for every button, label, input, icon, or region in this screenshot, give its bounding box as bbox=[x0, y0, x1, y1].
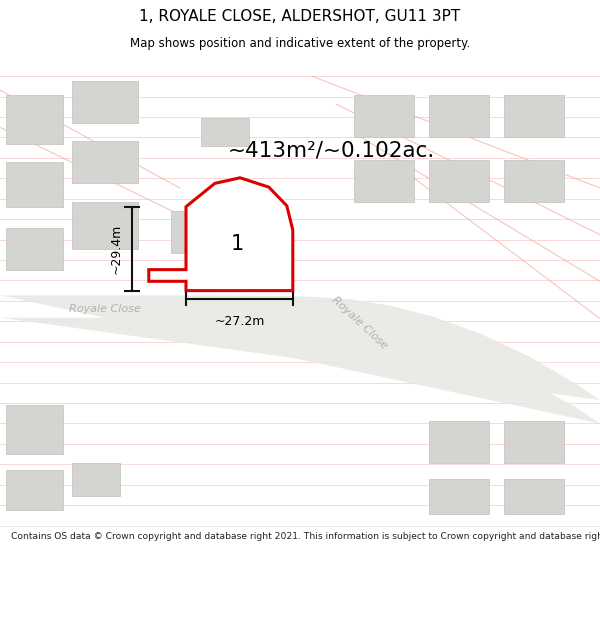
Bar bbox=[429, 479, 489, 514]
Bar bbox=[504, 479, 564, 514]
Bar bbox=[72, 141, 138, 183]
Text: Royale Close: Royale Close bbox=[69, 304, 141, 314]
Text: Map shows position and indicative extent of the property.: Map shows position and indicative extent… bbox=[130, 37, 470, 49]
Bar bbox=[429, 95, 489, 137]
Bar bbox=[6, 228, 63, 269]
Polygon shape bbox=[149, 177, 293, 291]
Bar bbox=[504, 421, 564, 463]
Bar bbox=[6, 470, 63, 510]
Bar bbox=[6, 162, 63, 207]
Text: 1, ROYALE CLOSE, ALDERSHOT, GU11 3PT: 1, ROYALE CLOSE, ALDERSHOT, GU11 3PT bbox=[139, 9, 461, 24]
Text: ~27.2m: ~27.2m bbox=[214, 316, 265, 328]
Text: ~29.4m: ~29.4m bbox=[110, 224, 123, 274]
Bar bbox=[504, 160, 564, 202]
Bar bbox=[429, 421, 489, 463]
Bar bbox=[354, 95, 414, 137]
Text: Contains OS data © Crown copyright and database right 2021. This information is : Contains OS data © Crown copyright and d… bbox=[11, 532, 600, 541]
Bar bbox=[6, 405, 63, 454]
Bar bbox=[72, 81, 138, 122]
Text: 1: 1 bbox=[230, 234, 244, 254]
Bar bbox=[429, 160, 489, 202]
Bar bbox=[171, 211, 249, 253]
Polygon shape bbox=[0, 295, 600, 424]
Bar bbox=[72, 202, 138, 249]
Bar bbox=[6, 95, 63, 144]
Bar bbox=[201, 118, 249, 146]
Text: ~413m²/~0.102ac.: ~413m²/~0.102ac. bbox=[228, 141, 435, 161]
Text: Royale Close: Royale Close bbox=[331, 295, 389, 351]
Bar bbox=[354, 160, 414, 202]
Bar bbox=[72, 463, 120, 496]
Bar bbox=[504, 95, 564, 137]
